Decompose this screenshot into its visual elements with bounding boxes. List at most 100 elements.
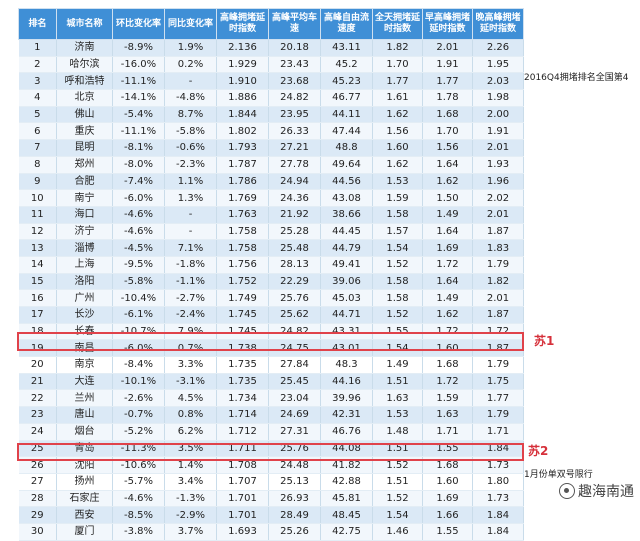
table-cell: 1.56 bbox=[422, 139, 473, 157]
table-cell: -2.4% bbox=[164, 306, 217, 324]
table-cell: 44.45 bbox=[320, 223, 373, 241]
table-cell: 广州 bbox=[56, 289, 113, 307]
table-cell: 1.714 bbox=[216, 406, 269, 424]
table-cell: -11.1% bbox=[112, 72, 165, 91]
table-cell: 1.64 bbox=[422, 223, 473, 241]
table-row: 1 济南 -8.9% 1.9% 2.136 20.18 43.11 1.82 2.01 2.26 bbox=[18, 39, 524, 57]
table-row: 22 兰州 -2.6% 4.5% 1.734 23.04 39.96 1.63 1.59 1.77 bbox=[18, 389, 524, 408]
table-cell: 1.701 bbox=[216, 490, 269, 508]
table-cell: -10.1% bbox=[112, 373, 165, 391]
table-cell: -10.4% bbox=[112, 289, 165, 307]
table-cell: 1.84 bbox=[472, 523, 524, 541]
table-cell: 1.57 bbox=[372, 223, 423, 241]
table-cell: 1.62 bbox=[422, 173, 473, 191]
table-cell: -4.6% bbox=[112, 206, 165, 224]
table-cell: 1.58 bbox=[372, 273, 423, 291]
table-cell: -4.6% bbox=[112, 490, 165, 508]
table-cell: 45.2 bbox=[320, 56, 373, 74]
table-cell: -1.1% bbox=[164, 273, 217, 291]
table-cell: 2.00 bbox=[472, 106, 524, 124]
header-peak-index: 高峰拥堵延时指数 bbox=[216, 8, 269, 40]
table-cell: 1.58 bbox=[372, 206, 423, 224]
table-cell: 24.69 bbox=[268, 406, 321, 424]
table-cell: 1.51 bbox=[372, 373, 423, 391]
table-cell: 1.71 bbox=[422, 423, 473, 441]
table-cell: 44.71 bbox=[320, 306, 373, 324]
table-cell: 20.18 bbox=[268, 39, 321, 57]
table-cell: 1.769 bbox=[216, 189, 269, 207]
table-row: 24 烟台 -5.2% 6.2% 1.712 27.31 46.76 1.48 1.71 1.71 bbox=[18, 423, 524, 441]
table-cell: 1.54 bbox=[372, 506, 423, 524]
table-cell: 1.60 bbox=[422, 473, 473, 491]
table-cell: 16 bbox=[18, 289, 57, 307]
table-cell: 1.53 bbox=[372, 406, 423, 424]
label-su2: 苏2 bbox=[528, 444, 549, 458]
table-cell: -4.8% bbox=[164, 89, 217, 107]
table-row: 29 西安 -8.5% -2.9% 1.701 28.49 48.45 1.54 1.66 1.8… bbox=[18, 506, 524, 524]
table-row: 9 合肥 -7.4% 1.1% 1.786 24.94 44.56 1.53 1.62 1.96 bbox=[18, 173, 524, 191]
table-cell: 1.793 bbox=[216, 139, 269, 157]
table-cell: -2.3% bbox=[164, 156, 217, 174]
table-cell: -16.0% bbox=[112, 56, 165, 74]
header-rank: 排名 bbox=[18, 8, 57, 40]
table-cell: 1.93 bbox=[472, 156, 524, 174]
table-cell: 1 bbox=[18, 39, 57, 57]
table-cell: 45.03 bbox=[320, 289, 373, 307]
table-cell: 48.45 bbox=[320, 506, 373, 524]
table-cell: 1.75 bbox=[472, 373, 524, 391]
table-cell: 呼和浩特 bbox=[56, 72, 113, 91]
table-cell: 1.1% bbox=[164, 173, 217, 191]
table-cell: 1.910 bbox=[216, 72, 269, 91]
table-cell: 1.68 bbox=[422, 106, 473, 124]
watermark-text: 趣海南通 bbox=[578, 484, 634, 500]
table-cell: 27.31 bbox=[268, 423, 321, 441]
table-cell: 1.58 bbox=[372, 289, 423, 307]
table-cell: 1.802 bbox=[216, 122, 269, 141]
table-cell: 1.52 bbox=[372, 306, 423, 324]
table-cell: 39.06 bbox=[320, 273, 373, 291]
table-row: 30 厦门 -3.8% 3.7% 1.693 25.26 42.75 1.46 1.55 1.84 bbox=[18, 523, 524, 541]
table-cell: 1.87 bbox=[472, 339, 524, 358]
table-cell: 1.712 bbox=[216, 423, 269, 441]
table-cell: 0.7% bbox=[164, 339, 217, 358]
table-cell: -5.8% bbox=[164, 122, 217, 141]
table-cell: 1.69 bbox=[422, 490, 473, 508]
table-cell: 1.9% bbox=[164, 39, 217, 57]
table-cell: 23.95 bbox=[268, 106, 321, 124]
table-cell: -7.4% bbox=[112, 173, 165, 191]
label-su1: 苏1 bbox=[534, 334, 555, 348]
table-row: 3 呼和浩特 -11.1% -1.910 23.68 45.23 1.77 1.77 2.03 bbox=[18, 72, 524, 91]
table-cell: 1.77 bbox=[372, 72, 423, 91]
table-cell: 1.78 bbox=[422, 89, 473, 107]
table-header-row: 排名 城市名称 环比变化率 同比变化率 高峰拥堵延时指数 高峰平均车速 高峰自由… bbox=[18, 8, 524, 40]
table-cell: 8.7% bbox=[164, 106, 217, 124]
table-cell: 2.136 bbox=[216, 39, 269, 57]
table-cell: -6.1% bbox=[112, 306, 165, 324]
table-cell: 26.33 bbox=[268, 122, 321, 141]
table-cell: 1.55 bbox=[372, 323, 423, 341]
table-cell: 上海 bbox=[56, 256, 113, 274]
table-cell: 12 bbox=[18, 223, 57, 241]
table-cell: 1.73 bbox=[472, 490, 524, 508]
table-cell: 25.76 bbox=[268, 289, 321, 307]
table-cell: -5.2% bbox=[112, 423, 165, 441]
table-cell: 1.745 bbox=[216, 323, 269, 341]
table-cell: 43.08 bbox=[320, 189, 373, 207]
table-cell: -1.8% bbox=[164, 256, 217, 274]
table-cell: 1.844 bbox=[216, 106, 269, 124]
table-cell: 1.50 bbox=[422, 189, 473, 207]
table-cell: 23 bbox=[18, 406, 57, 424]
table-cell: 1.734 bbox=[216, 389, 269, 408]
table-cell: 2.26 bbox=[472, 39, 524, 57]
table-cell: 46.77 bbox=[320, 89, 373, 107]
watermark: 趣海南通 bbox=[559, 481, 634, 501]
table-cell: 9 bbox=[18, 173, 57, 191]
table-cell: 1.98 bbox=[472, 89, 524, 107]
table-cell: 7.1% bbox=[164, 239, 217, 257]
table-cell: 25.62 bbox=[268, 306, 321, 324]
table-cell: 10 bbox=[18, 189, 57, 207]
table-cell: 42.88 bbox=[320, 473, 373, 491]
table-cell: 1.886 bbox=[216, 89, 269, 107]
table-cell: 6 bbox=[18, 122, 57, 141]
table-cell: 44.11 bbox=[320, 106, 373, 124]
